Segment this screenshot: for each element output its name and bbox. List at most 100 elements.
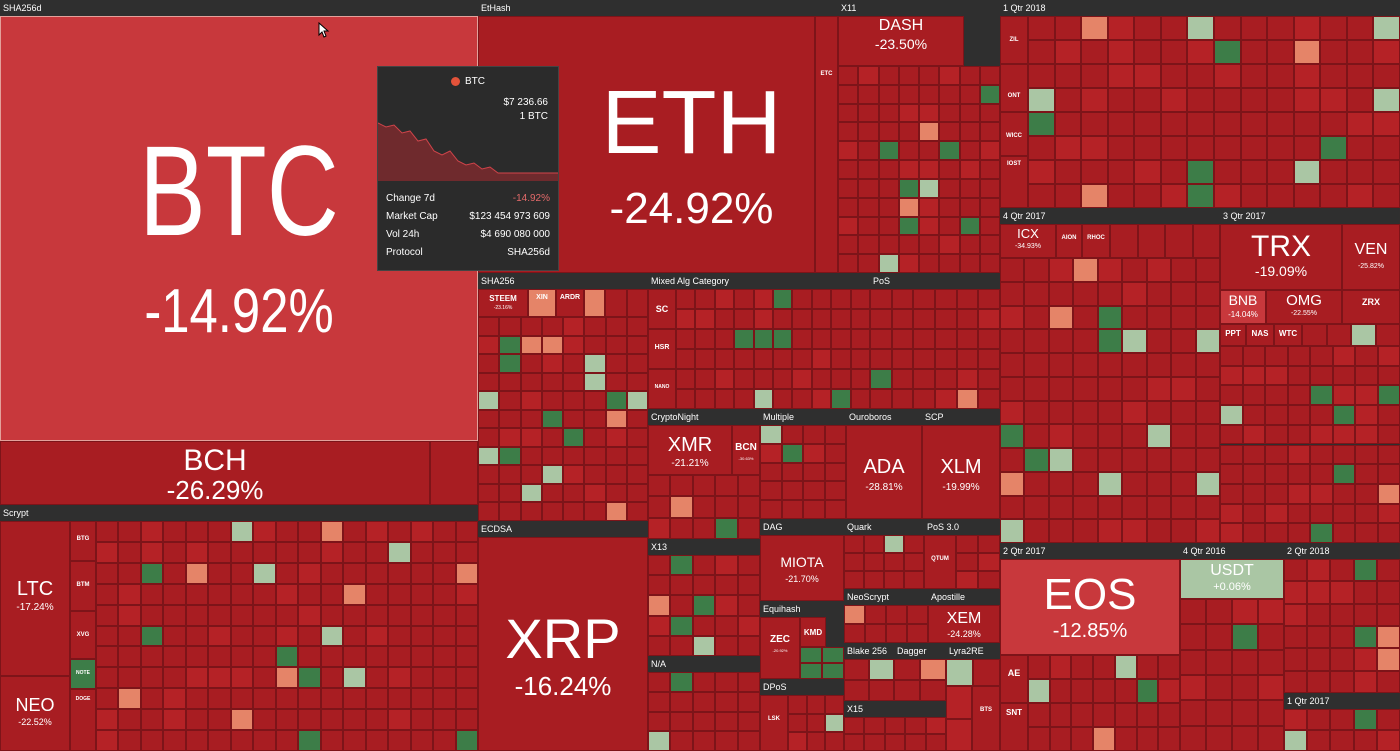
small-coin-tile[interactable]	[230, 667, 254, 689]
small-coin-tile[interactable]	[1320, 64, 1347, 88]
small-coin-tile[interactable]	[1373, 160, 1400, 184]
small-coin-tile[interactable]	[230, 583, 254, 605]
small-coin-tile[interactable]	[939, 197, 960, 217]
small-coin-tile[interactable]	[1373, 184, 1400, 208]
small-coin-tile[interactable]	[320, 583, 344, 605]
small-coin-tile[interactable]	[979, 66, 1000, 85]
small-coin-tile[interactable]	[1293, 88, 1321, 112]
small-coin-tile[interactable]	[1093, 655, 1115, 679]
small-coin-tile[interactable]	[140, 583, 164, 605]
small-coin-tile[interactable]	[388, 562, 411, 584]
small-coin-tile[interactable]	[605, 289, 627, 317]
small-coin-tile[interactable]	[714, 349, 735, 369]
small-coin-tile[interactable]	[208, 562, 231, 584]
tile-btc[interactable]: BTC -14.92%	[0, 16, 478, 441]
small-coin-tile[interactable]	[1024, 305, 1049, 330]
small-coin-tile[interactable]	[388, 521, 411, 542]
small-coin-tile[interactable]	[822, 663, 844, 679]
small-coin-tile[interactable]	[275, 604, 299, 626]
small-coin-tile[interactable]	[714, 329, 735, 349]
small-coin-tile[interactable]	[919, 141, 940, 161]
small-coin-tile[interactable]	[1267, 16, 1294, 40]
small-coin-tile[interactable]	[96, 604, 119, 626]
small-coin-tile[interactable]	[1171, 471, 1196, 496]
small-coin-tile[interactable]	[1192, 224, 1220, 258]
small-coin-tile[interactable]	[1242, 424, 1265, 445]
small-coin-tile[interactable]	[858, 216, 879, 236]
small-coin-tile[interactable]	[1073, 376, 1098, 401]
small-coin-tile[interactable]	[898, 122, 919, 142]
small-coin-tile[interactable]	[1373, 16, 1400, 40]
small-coin-tile[interactable]	[838, 84, 859, 104]
small-coin-tile[interactable]	[1122, 305, 1147, 330]
small-coin-tile[interactable]	[959, 216, 980, 236]
small-coin-tile[interactable]	[343, 562, 366, 584]
small-coin-tile[interactable]	[905, 734, 926, 751]
small-coin-tile[interactable]	[858, 160, 879, 179]
small-coin-tile[interactable]	[1287, 444, 1310, 465]
tile-bnb[interactable]: BNB -14.04%	[1220, 290, 1266, 324]
tile-eth[interactable]: ETH -24.92%	[478, 16, 815, 273]
small-coin-tile[interactable]	[714, 389, 735, 409]
small-coin-tile[interactable]	[478, 465, 500, 484]
small-coin-tile[interactable]	[1054, 88, 1082, 112]
small-coin-tile[interactable]	[1232, 649, 1258, 675]
small-coin-tile[interactable]	[1265, 464, 1288, 484]
small-coin-tile[interactable]	[806, 713, 826, 733]
small-coin-tile[interactable]	[1146, 353, 1172, 377]
small-coin-tile[interactable]	[1353, 581, 1377, 604]
small-coin-tile[interactable]	[956, 553, 978, 571]
small-coin-tile[interactable]	[1187, 64, 1214, 88]
small-coin-tile[interactable]	[1093, 679, 1115, 703]
small-coin-tile[interactable]	[455, 667, 478, 689]
small-coin-tile[interactable]	[1160, 64, 1188, 88]
small-coin-tile[interactable]	[760, 481, 782, 501]
small-coin-tile[interactable]	[298, 625, 321, 647]
small-coin-tile[interactable]	[163, 583, 186, 605]
small-coin-tile[interactable]	[410, 562, 434, 584]
small-coin-tile[interactable]	[1232, 599, 1258, 625]
small-coin-tile[interactable]	[884, 571, 904, 589]
small-coin-tile[interactable]	[410, 730, 434, 751]
small-coin-tile[interactable]	[850, 389, 870, 409]
small-coin-tile[interactable]	[884, 553, 904, 571]
small-coin-tile[interactable]	[1071, 727, 1094, 751]
small-coin-tile[interactable]	[1195, 281, 1220, 306]
small-coin-tile[interactable]	[626, 354, 648, 373]
small-coin-tile[interactable]	[825, 695, 844, 714]
small-coin-tile[interactable]	[1048, 519, 1074, 543]
small-coin-tile[interactable]	[1265, 385, 1288, 406]
small-coin-tile[interactable]	[1376, 559, 1400, 582]
small-coin-tile[interactable]	[1171, 353, 1196, 377]
tile-xem[interactable]: XEM -24.28%	[928, 605, 1000, 643]
small-coin-tile[interactable]	[433, 625, 456, 647]
small-coin-tile[interactable]	[978, 571, 1000, 589]
small-coin-tile[interactable]	[1048, 281, 1074, 306]
small-coin-tile[interactable]	[1171, 400, 1196, 425]
small-coin-tile[interactable]	[925, 717, 946, 734]
small-coin-tile[interactable]	[230, 521, 254, 542]
small-coin-tile[interactable]	[864, 734, 885, 751]
small-coin-tile[interactable]	[1373, 40, 1400, 64]
small-coin-tile[interactable]	[388, 688, 411, 710]
small-coin-tile[interactable]	[648, 672, 671, 692]
small-coin-tile[interactable]	[1137, 224, 1165, 258]
small-coin-tile[interactable]	[1160, 88, 1188, 112]
small-coin-tile[interactable]	[1107, 184, 1135, 208]
small-coin-tile[interactable]	[1073, 353, 1098, 377]
small-coin-tile[interactable]	[803, 500, 825, 519]
small-coin-tile[interactable]	[692, 517, 716, 539]
small-coin-tile[interactable]	[676, 289, 696, 309]
small-coin-tile[interactable]	[140, 709, 164, 731]
small-coin-tile[interactable]	[1180, 624, 1206, 650]
small-coin-tile[interactable]	[563, 409, 585, 429]
small-coin-tile[interactable]	[737, 575, 760, 596]
small-coin-tile[interactable]	[1293, 136, 1321, 160]
small-coin-tile[interactable]	[1307, 648, 1331, 671]
small-coin-tile[interactable]	[433, 709, 456, 731]
small-coin-tile[interactable]	[455, 521, 478, 542]
tile-sc[interactable]: SC	[648, 289, 676, 329]
small-coin-tile[interactable]	[365, 646, 389, 668]
small-coin-tile[interactable]	[1136, 703, 1159, 727]
small-coin-tile[interactable]	[959, 103, 980, 123]
